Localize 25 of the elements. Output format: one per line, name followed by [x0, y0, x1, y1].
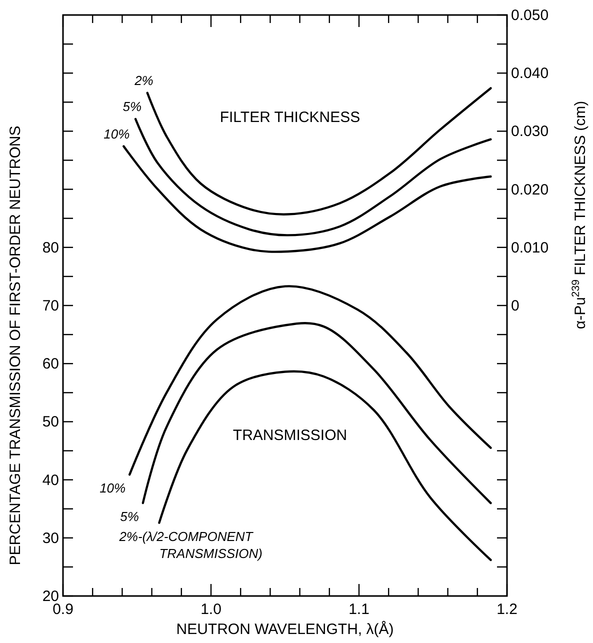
- series-label: 10%: [100, 480, 126, 496]
- series-label: 2%: [134, 72, 154, 88]
- x-tick-label: 1.2: [496, 601, 518, 618]
- annotation: TRANSMISSION: [232, 427, 348, 444]
- y-tick-label: 40: [42, 472, 59, 489]
- y2-tick-label: 0.010: [511, 239, 549, 256]
- y-tick-label: 30: [42, 530, 59, 547]
- y2-tick-label: 0.040: [511, 65, 549, 82]
- y-tick-label: 60: [42, 356, 59, 373]
- y-axis-title: PERCENTAGE TRANSMISSION OF FIRST-ORDER NEUTRONS: [7, 126, 24, 566]
- annotation: FILTER THICKNESS: [220, 109, 360, 126]
- y-tick-label: 70: [42, 298, 59, 314]
- y-tick-label: 80: [42, 239, 59, 256]
- y2-tick-label: 0: [511, 298, 520, 314]
- y2-tick-label: 0.030: [511, 123, 549, 140]
- x-axis-title: NEUTRON WAVELENGTH, λ(Å): [176, 620, 394, 638]
- text: 2%-(λ/2-COMPONENT TRANSMISSION): [118, 528, 262, 561]
- series-label: 5%: [120, 509, 139, 524]
- x-tick-label: 1.1: [348, 601, 370, 618]
- series-label: 10%: [104, 126, 130, 142]
- y2-tick-label: 0.020: [511, 181, 549, 198]
- series-label: 5%: [122, 99, 142, 114]
- x-tick-label: 1.0: [200, 601, 222, 618]
- y2-tick-label: 0.050: [511, 7, 549, 24]
- y-tick-label: 50: [42, 414, 59, 431]
